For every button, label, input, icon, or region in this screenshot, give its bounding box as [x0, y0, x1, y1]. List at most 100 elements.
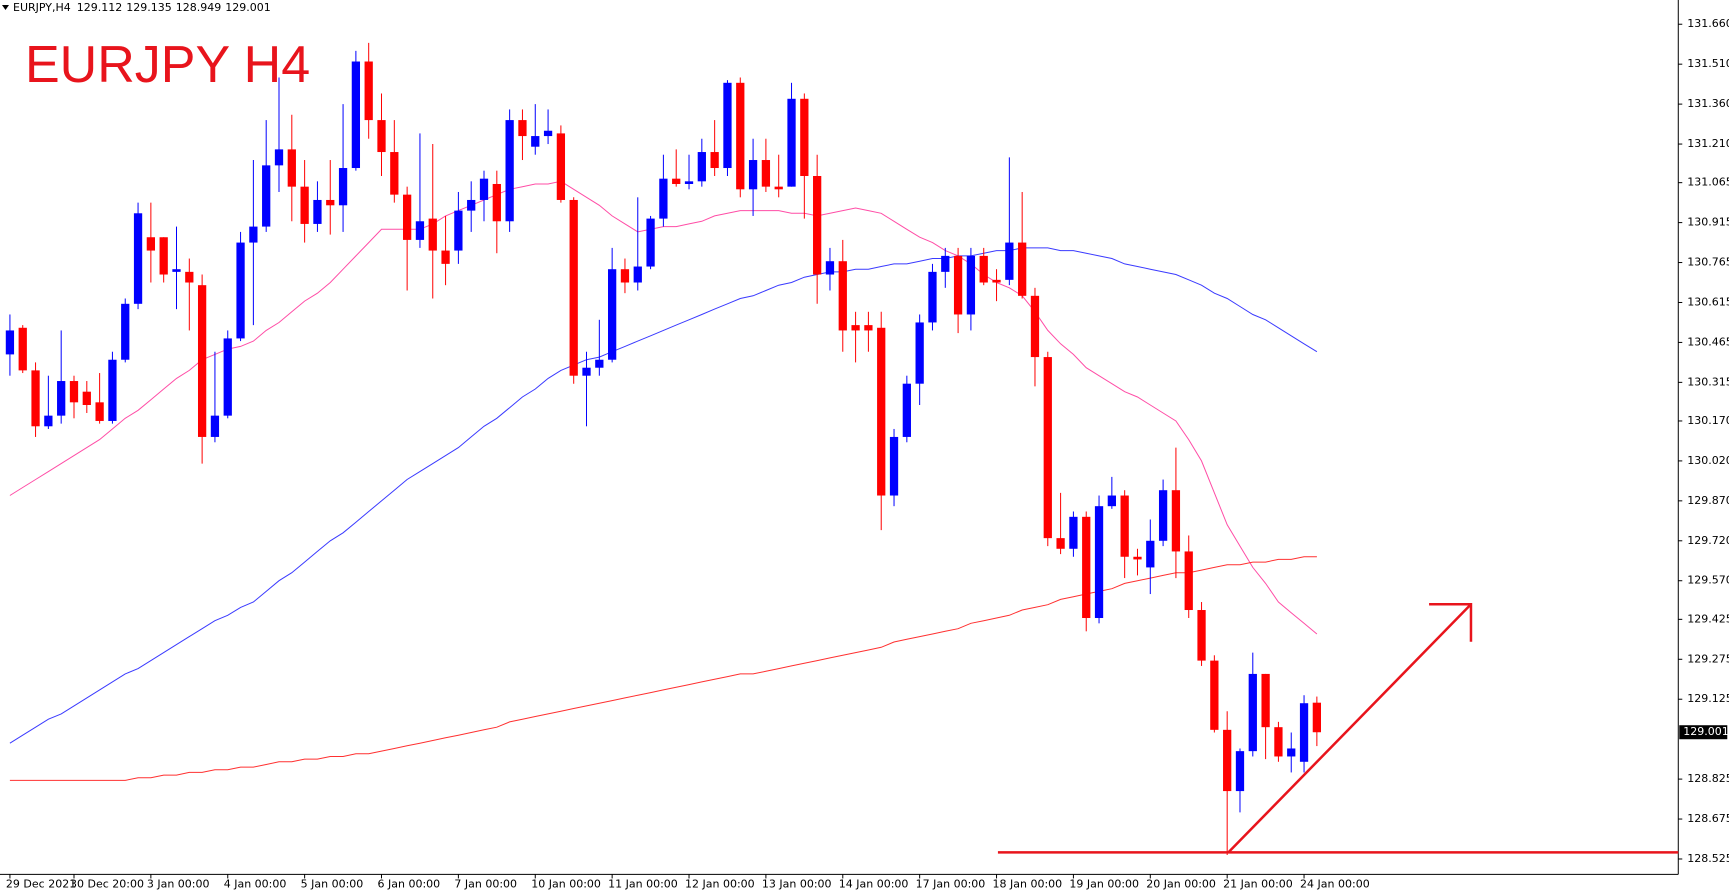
x-tick-label: 7 Jan 00:00 [454, 877, 517, 890]
y-tick-label: 128.825 [1687, 772, 1729, 785]
symbol: EURJPY,H4 [13, 1, 71, 14]
candle-body [646, 218, 655, 267]
candle-body [1133, 556, 1142, 560]
candle-body [1248, 673, 1257, 752]
candle-body [774, 186, 783, 190]
candle-body [902, 383, 911, 437]
x-tick-label: 24 Jan 00:00 [1300, 877, 1370, 890]
candle-body [761, 160, 771, 187]
y-tick-label: 130.615 [1687, 295, 1729, 308]
moving-average [9, 247, 1318, 744]
y-tick-label: 129.870 [1687, 494, 1729, 507]
x-tick-label: 6 Jan 00:00 [378, 877, 441, 890]
x-tick-label: 3 Jan 00:00 [147, 877, 210, 890]
candle-body [1018, 242, 1027, 296]
candle-body [18, 327, 27, 371]
y-tick-label: 130.170 [1687, 414, 1729, 427]
candle-body [1223, 729, 1232, 792]
candle-body [223, 338, 232, 416]
candle-body [659, 178, 668, 219]
candle-body [838, 261, 847, 331]
candle-body [364, 61, 373, 121]
candle-body [710, 152, 719, 169]
candle-body [1146, 540, 1155, 568]
x-tick-label: 30 Dec 20:00 [70, 877, 144, 890]
candle-body [377, 120, 386, 153]
y-tick-label: 129.720 [1687, 534, 1729, 547]
candle-body [813, 176, 822, 275]
x-tick-label: 5 Jan 00:00 [301, 877, 364, 890]
candle-body [1197, 610, 1206, 661]
candle-body [1210, 660, 1219, 730]
candle-body [121, 303, 130, 360]
y-tick-label: 130.315 [1687, 375, 1729, 388]
candle-body [1184, 551, 1193, 611]
candle-body [633, 266, 642, 283]
y-tick-label: 128.525 [1687, 852, 1729, 865]
candle-body [133, 213, 143, 304]
candle-body [415, 221, 425, 240]
candle-body [1171, 490, 1181, 552]
candle-body [787, 98, 796, 187]
candle-body [69, 381, 79, 403]
candle-body [556, 133, 566, 200]
x-tick-label: 4 Jan 00:00 [224, 877, 287, 890]
candle-body [1120, 495, 1129, 557]
y-tick-label: 131.510 [1687, 57, 1729, 70]
y-tick-label: 131.210 [1687, 137, 1729, 150]
candle-body [492, 183, 501, 222]
candle-body [864, 325, 873, 331]
candle-body [1082, 516, 1091, 619]
candle-body [351, 61, 361, 169]
candle-body [697, 152, 706, 182]
x-tick-label: 29 Dec 2021 [6, 877, 76, 890]
candle-body [723, 82, 732, 169]
y-tick-label: 128.675 [1687, 812, 1729, 825]
header-icon [2, 5, 9, 10]
candle-body [185, 271, 194, 283]
candle-body [313, 199, 322, 224]
candle-body [684, 181, 694, 184]
trend-arrow [1227, 603, 1472, 854]
candle-body [736, 82, 745, 190]
price-label: 129.001 [1683, 725, 1729, 738]
candle-body [146, 237, 156, 251]
header-close: 129.001 [225, 1, 271, 14]
y-tick-label: 131.065 [1687, 176, 1729, 189]
candle-body [800, 98, 809, 177]
y-tick-label: 130.765 [1687, 256, 1729, 269]
candle-body [889, 436, 899, 496]
candle-body [1094, 506, 1104, 619]
x-tick-label: 21 Jan 00:00 [1223, 877, 1293, 890]
x-tick-label: 13 Jan 00:00 [762, 877, 832, 890]
y-tick-label: 131.360 [1687, 97, 1729, 110]
x-tick-label: 12 Jan 00:00 [685, 877, 755, 890]
header: EURJPY,H4 129.112 129.135 128.949 129.001 [13, 1, 271, 14]
candle-body [1005, 242, 1014, 280]
candle-body [210, 415, 220, 437]
candle-body [953, 255, 963, 315]
candle-body [569, 199, 578, 376]
y-tick-label: 129.125 [1687, 692, 1729, 705]
candle-body [262, 165, 271, 227]
candle-body [57, 381, 66, 416]
candle-body [338, 168, 348, 206]
candle-body [1299, 703, 1309, 762]
candle-body [825, 261, 835, 275]
header-high: 129.135 [126, 1, 172, 14]
y-tick-label: 129.570 [1687, 574, 1729, 587]
candle-body [608, 269, 617, 360]
candle-body [1235, 751, 1245, 792]
candle-body [966, 255, 976, 315]
candle-body [326, 199, 335, 206]
candle-body [274, 149, 284, 166]
x-tick-label: 18 Jan 00:00 [993, 877, 1063, 890]
y-tick-label: 130.020 [1687, 454, 1729, 467]
candle-body [454, 210, 463, 251]
x-tick-label: 10 Jan 00:00 [531, 877, 601, 890]
candle-body [479, 178, 489, 200]
x-tick-label: 20 Jan 00:00 [1146, 877, 1216, 890]
candle-body [518, 120, 527, 137]
candle-body [390, 152, 399, 195]
candle-body [5, 330, 15, 355]
